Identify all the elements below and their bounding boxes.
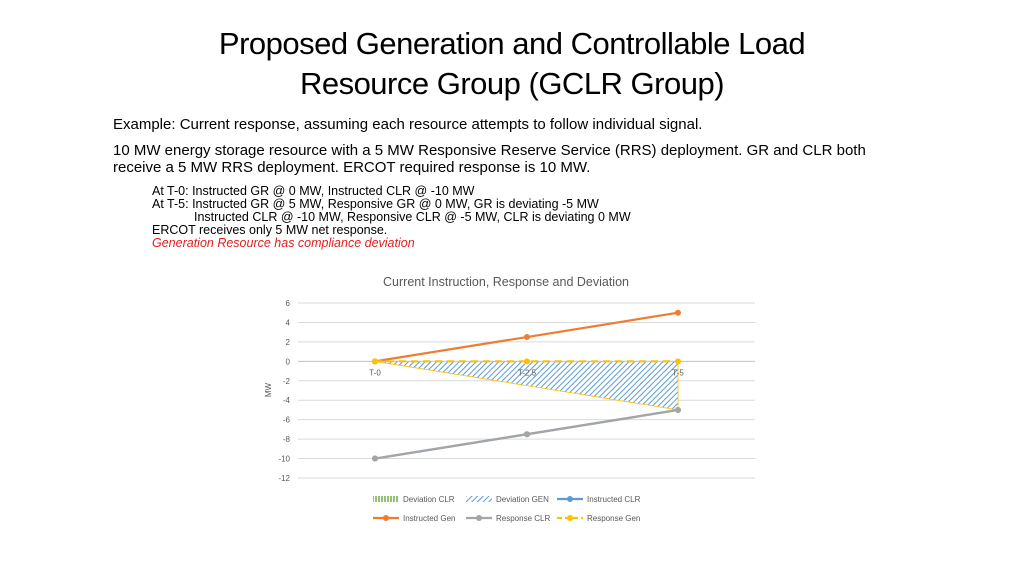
legend-swatch <box>466 496 492 502</box>
title-line-2: Resource Group (GCLR Group) <box>299 66 725 101</box>
legend-label: Instructed CLR <box>587 495 641 504</box>
point-series-4 <box>524 431 530 438</box>
point-series-5 <box>372 358 378 365</box>
legend-marker <box>476 515 482 521</box>
x-tick-label: T-5 <box>672 368 684 377</box>
legend-marker <box>383 515 389 521</box>
legend-label: Response Gen <box>587 514 640 523</box>
note-line-t0: At T-0: Instructed GR @ 0 MW, Instructed… <box>152 184 475 198</box>
legend-label: Instructed Gen <box>403 514 455 523</box>
chart-title: Current Instruction, Response and Deviat… <box>383 275 629 289</box>
title-line-1: Proposed Generation and Controllable Loa… <box>218 26 806 61</box>
timeline-notes: At T-0: Instructed GR @ 0 MW, Instructed… <box>152 185 631 250</box>
legend-marker <box>567 496 573 502</box>
y-tick-label: 2 <box>286 338 291 347</box>
point-series-5 <box>524 358 530 365</box>
point-series-3 <box>524 334 530 341</box>
legend-swatch <box>373 496 399 502</box>
note-line-t5: At T-5: Instructed GR @ 5 MW, Responsive… <box>152 197 599 211</box>
scenario-paragraph: 10 MW energy storage resource with a 5 M… <box>113 142 866 176</box>
slide-title: Proposed Generation and Controllable Loa… <box>0 24 1024 104</box>
point-series-4 <box>372 455 378 462</box>
y-tick-label: -12 <box>278 474 290 483</box>
legend-marker <box>567 515 573 521</box>
y-axis-label: MW <box>264 382 273 397</box>
y-tick-label: -8 <box>283 435 291 444</box>
x-tick-label: T-0 <box>369 368 381 377</box>
y-tick-label: 6 <box>286 299 291 308</box>
point-series-4 <box>675 406 681 413</box>
legend-label: Response CLR <box>496 514 550 523</box>
y-tick-label: 0 <box>286 357 291 366</box>
y-tick-label: -4 <box>283 396 291 405</box>
point-series-3 <box>675 309 681 316</box>
x-tick-label: T-2.5 <box>518 368 537 377</box>
compliance-note: Generation Resource has compliance devia… <box>152 236 415 250</box>
note-line-ercot: ERCOT receives only 5 MW net response. <box>152 223 388 237</box>
y-tick-label: 4 <box>286 318 291 327</box>
y-tick-label: -10 <box>278 455 290 464</box>
example-paragraph: Example: Current response, assuming each… <box>113 116 703 133</box>
point-series-5 <box>675 358 681 365</box>
legend-label: Deviation CLR <box>403 495 455 504</box>
legend-label: Deviation GEN <box>496 495 549 504</box>
y-tick-label: -6 <box>283 416 291 425</box>
y-tick-label: -2 <box>283 377 291 386</box>
note-line-clr: Instructed CLR @ -10 MW, Responsive CLR … <box>194 210 631 224</box>
